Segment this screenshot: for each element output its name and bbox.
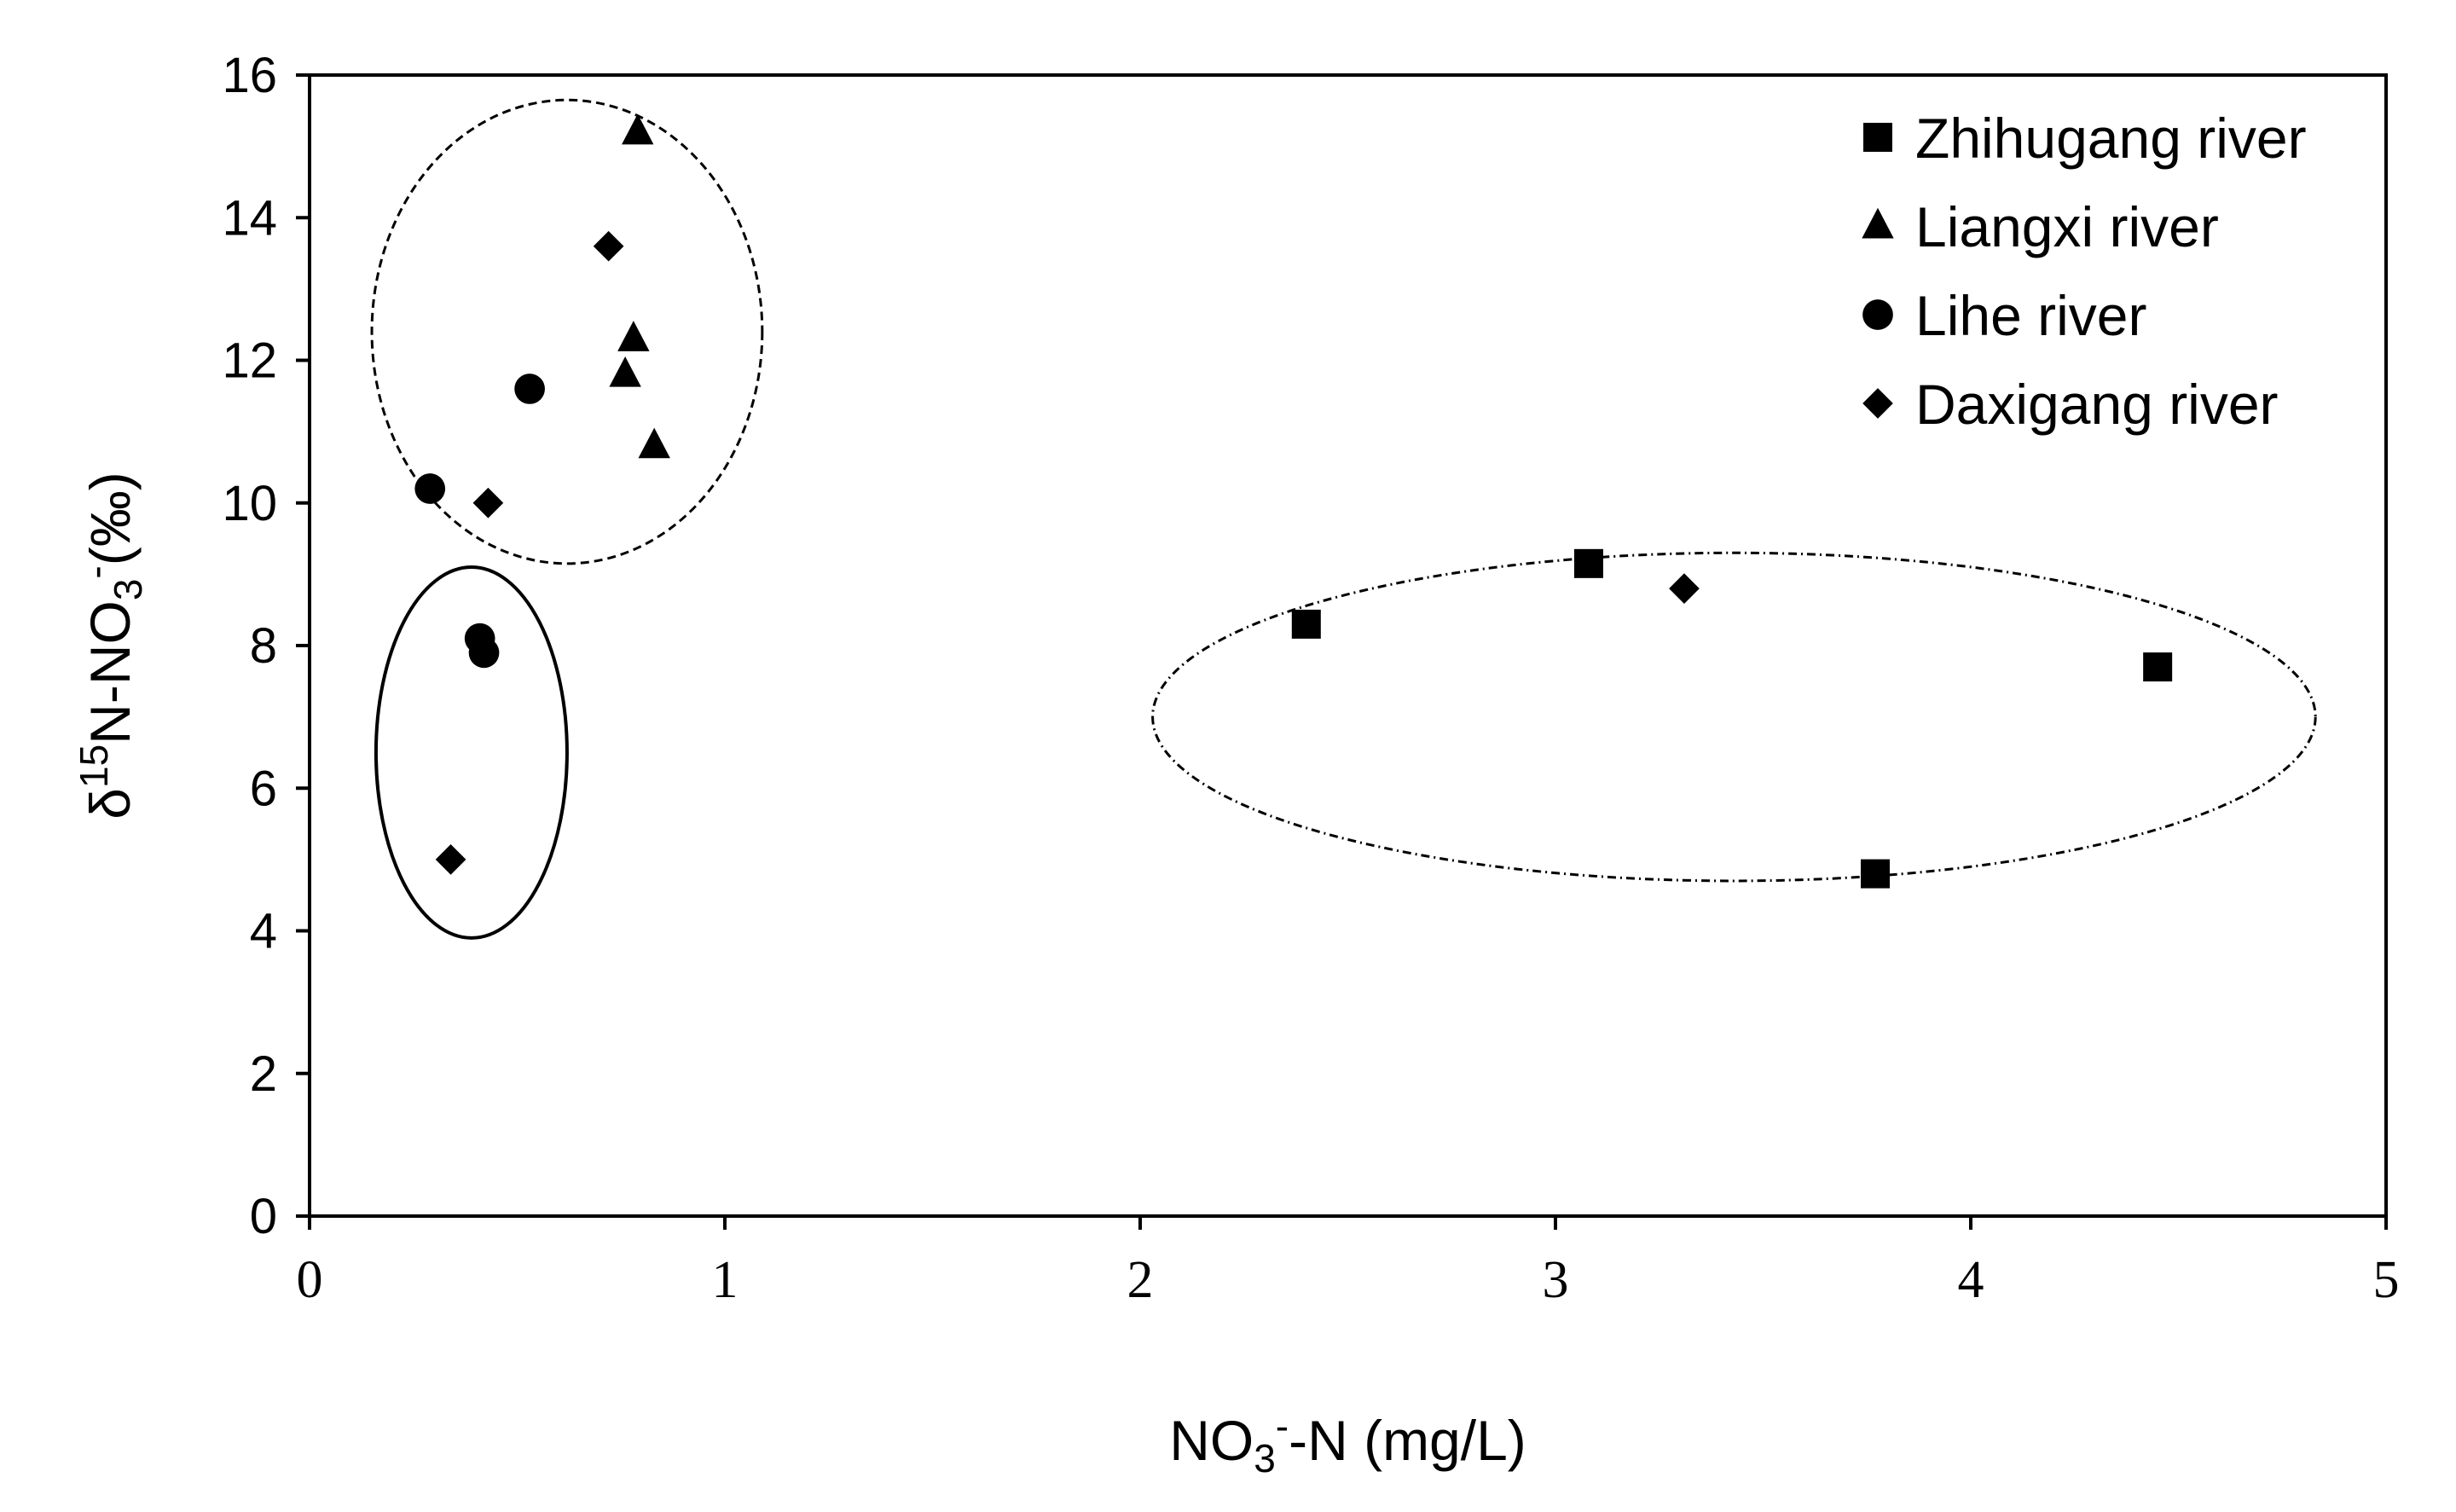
point-diamond <box>593 230 624 262</box>
point-circle <box>514 374 545 404</box>
y-tick-label: 10 <box>222 476 277 531</box>
annotation-ellipse-dash-dot <box>1151 551 2317 883</box>
point-square <box>1860 859 1890 889</box>
annotation-ellipse-solid <box>374 565 569 940</box>
y-tick-label: 8 <box>250 618 277 674</box>
x-tick-label: 4 <box>1958 1251 1984 1309</box>
data-points <box>414 113 2173 889</box>
point-diamond <box>1669 573 1700 604</box>
x-tick-label: 3 <box>1543 1251 1569 1309</box>
series-lihe-river <box>414 374 545 669</box>
legend: Zhihugang river Liangxi river Lihe river Da… <box>1862 107 2307 436</box>
y-tick-label: 0 <box>250 1189 277 1244</box>
legend-marker-triangle <box>1862 207 1894 239</box>
y-axis-label: δ15N-NO3-(‰) <box>72 472 150 819</box>
legend-item: Daxigang river <box>1862 373 2279 436</box>
annotation-ellipses <box>370 98 2317 940</box>
x-axis-label: NO3--N (mg/L) <box>1169 1404 1526 1480</box>
y-tick-label: 6 <box>250 761 277 816</box>
point-square <box>1573 548 1603 578</box>
legend-label: Daxigang river <box>1915 373 2279 436</box>
legend-marker-square <box>1863 123 1892 152</box>
y-tick-label: 16 <box>222 48 277 103</box>
y-tick-label: 4 <box>250 904 277 959</box>
x-tick-label: 1 <box>712 1251 739 1309</box>
point-square <box>1291 609 1321 639</box>
legend-label: Lihe river <box>1915 284 2146 347</box>
point-triangle <box>638 427 670 459</box>
point-triangle <box>622 113 654 145</box>
x-tick-label: 2 <box>1127 1251 1154 1309</box>
point-circle <box>468 637 500 669</box>
legend-item: Lihe river <box>1862 284 2146 347</box>
legend-label: Zhihugang river <box>1915 107 2307 170</box>
legend-marker-diamond <box>1862 388 1893 419</box>
x-tick-label: 0 <box>297 1251 323 1309</box>
y-tick-label: 14 <box>222 190 277 246</box>
point-diamond <box>435 844 466 875</box>
point-square <box>2143 652 2173 682</box>
point-triangle <box>609 356 641 387</box>
series-zhihugang-river <box>1291 548 2173 889</box>
series-liangxi-river <box>609 113 670 459</box>
y-axis-label-group: δ15N-NO3-(‰) <box>72 472 150 819</box>
point-triangle <box>617 321 650 351</box>
legend-item: Liangxi river <box>1862 195 2219 258</box>
annotation-ellipse-dashed <box>370 98 764 565</box>
legend-marker-circle <box>1862 299 1893 330</box>
point-circle <box>414 473 446 504</box>
legend-item: Zhihugang river <box>1863 107 2307 170</box>
y-tick-label: 12 <box>222 333 277 389</box>
point-diamond <box>472 487 504 518</box>
series-daxigang-river <box>435 230 1700 875</box>
axis-labels: NO3--N (mg/L) δ15N-NO3-(‰) <box>72 472 1526 1480</box>
y-tick-label: 2 <box>250 1046 277 1102</box>
x-tick-label: 5 <box>2373 1251 2400 1309</box>
legend-label: Liangxi river <box>1915 195 2219 258</box>
